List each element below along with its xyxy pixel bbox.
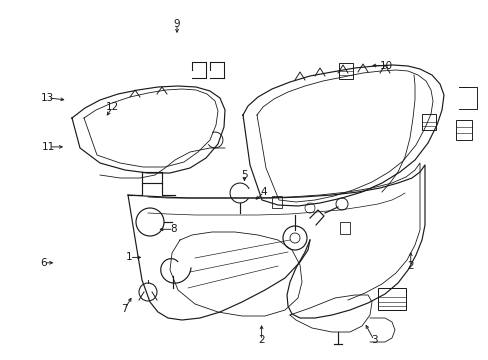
Text: 1: 1 [126, 252, 133, 262]
Text: 8: 8 [170, 224, 177, 234]
Text: 7: 7 [121, 304, 128, 314]
Text: 12: 12 [105, 102, 119, 112]
Text: 11: 11 [42, 142, 56, 152]
Text: 4: 4 [260, 187, 267, 197]
Bar [455, 120, 471, 140]
Bar [421, 114, 435, 130]
Text: 2: 2 [258, 335, 264, 345]
Text: 13: 13 [41, 93, 55, 103]
Bar [377, 288, 405, 310]
Text: 2: 2 [407, 261, 413, 271]
Bar [338, 63, 352, 79]
Bar [271, 196, 282, 208]
Text: 6: 6 [41, 258, 47, 268]
Text: 9: 9 [173, 19, 180, 30]
Text: 5: 5 [241, 170, 247, 180]
Text: 3: 3 [370, 335, 377, 345]
Text: 10: 10 [379, 60, 392, 71]
Bar [339, 222, 349, 234]
